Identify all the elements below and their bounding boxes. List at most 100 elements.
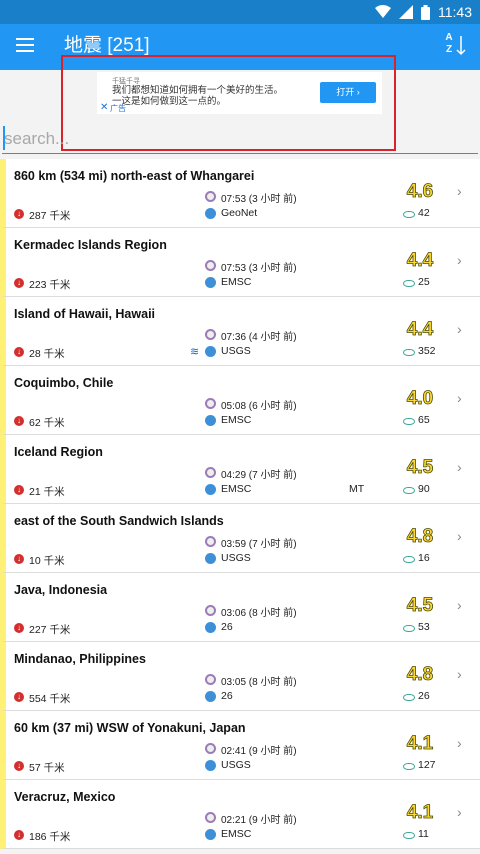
quake-magnitude: 4.0 — [406, 388, 434, 410]
arrow-down-icon — [456, 36, 466, 56]
globe-icon — [205, 277, 216, 288]
quake-time: 02:41 (9 小时 前) — [221, 746, 297, 757]
chevron-right-icon[interactable]: › — [457, 459, 462, 475]
quake-source: EMSC — [221, 483, 252, 495]
chevron-right-icon[interactable]: › — [457, 252, 462, 268]
chevron-right-icon[interactable]: › — [457, 666, 462, 682]
quake-depth: 57 千米 — [29, 762, 65, 774]
clock-icon — [205, 812, 216, 823]
globe-icon — [205, 484, 216, 495]
earthquake-row[interactable]: Java, Indonesia ↓ 227 千米 03:06 (8 小时 前) … — [0, 573, 480, 642]
chevron-right-icon[interactable]: › — [457, 183, 462, 199]
quake-source: 26 — [221, 690, 233, 702]
quake-time: 05:08 (6 小时 前) — [221, 401, 297, 412]
quake-depth: 227 千米 — [29, 624, 71, 636]
battery-icon — [421, 4, 430, 20]
earthquake-row[interactable]: east of the South Sandwich Islands ↓ 10 … — [0, 504, 480, 573]
search-bar — [0, 124, 480, 154]
signal-icon — [399, 5, 413, 19]
quake-location: Island of Hawaii, Hawaii — [14, 307, 156, 321]
quake-source: EMSC — [221, 828, 252, 840]
earthquake-row[interactable]: 60 km (37 mi) WSW of Yonakuni, Japan ↓ 5… — [0, 711, 480, 780]
earthquake-row[interactable]: Iceland Region ↓ 21 千米 04:29 (7 小时 前) EM… — [0, 435, 480, 504]
quake-views: 65 — [418, 414, 430, 426]
earthquake-row[interactable]: Kermadec Islands Region ↓ 223 千米 07:53 (… — [0, 228, 480, 297]
globe-icon — [205, 691, 216, 702]
chevron-right-icon[interactable]: › — [457, 597, 462, 613]
chevron-right-icon[interactable]: › — [457, 321, 462, 337]
eye-icon — [403, 349, 415, 356]
text-cursor — [3, 126, 5, 150]
eye-icon — [403, 763, 415, 770]
chevron-right-icon[interactable]: › — [457, 390, 462, 406]
quake-source: USGS — [221, 552, 251, 564]
quake-source: GeoNet — [221, 207, 258, 219]
ad-brand: 千猛千寻 — [112, 78, 140, 85]
quake-time: 07:36 (4 小时 前) — [221, 332, 297, 343]
quake-location: Java, Indonesia — [14, 583, 108, 597]
globe-icon — [205, 208, 216, 219]
depth-arrow-icon: ↓ — [14, 347, 24, 357]
globe-icon — [205, 622, 216, 633]
chevron-right-icon[interactable]: › — [457, 528, 462, 544]
chevron-right-icon[interactable]: › — [457, 735, 462, 751]
clock-icon — [205, 674, 216, 685]
earthquake-row[interactable]: Island of Hawaii, Hawaii ↓ 28 千米 07:36 (… — [0, 297, 480, 366]
quake-source: EMSC — [221, 414, 252, 426]
status-time: 11:43 — [438, 4, 472, 20]
quake-magnitude: 4.1 — [406, 733, 434, 755]
quake-views: 352 — [418, 345, 436, 357]
globe-icon — [205, 760, 216, 771]
quake-depth: 223 千米 — [29, 279, 71, 291]
quake-time: 03:06 (8 小时 前) — [221, 608, 297, 619]
earthquake-row[interactable]: Mindanao, Philippines ↓ 554 千米 03:05 (8 … — [0, 642, 480, 711]
depth-arrow-icon: ↓ — [14, 761, 24, 771]
quake-location: Iceland Region — [14, 445, 103, 459]
globe-icon — [205, 415, 216, 426]
depth-arrow-icon: ↓ — [14, 209, 24, 219]
depth-arrow-icon: ↓ — [14, 554, 24, 564]
depth-arrow-icon: ↓ — [14, 485, 24, 495]
depth-arrow-icon: ↓ — [14, 692, 24, 702]
clock-icon — [205, 743, 216, 754]
quake-magnitude: 4.8 — [406, 526, 434, 548]
clock-icon — [205, 605, 216, 616]
chevron-right-icon[interactable]: › — [457, 804, 462, 820]
quake-depth: 186 千米 — [29, 831, 71, 843]
quake-magnitude: 4.6 — [406, 181, 434, 203]
ad-open-button[interactable]: 打开 › — [320, 82, 376, 103]
search-input[interactable] — [2, 124, 478, 154]
earthquake-row[interactable]: Veracruz, Mexico ↓ 186 千米 02:21 (9 小时 前)… — [0, 780, 480, 849]
quake-time: 07:53 (3 小时 前) — [221, 194, 297, 205]
ad-close-icon[interactable]: ✕ — [100, 102, 109, 113]
quake-depth: 28 千米 — [29, 348, 65, 360]
quake-source: EMSC — [221, 276, 252, 288]
eye-icon — [403, 694, 415, 701]
globe-icon — [205, 553, 216, 564]
ad-banner[interactable]: 千猛千寻 我们都想知道如何拥有一个美好的生活。 一这是如何做到这一点的。 ✕ 广告… — [97, 72, 382, 114]
quake-time: 02:21 (9 小时 前) — [221, 815, 297, 826]
globe-icon — [205, 346, 216, 357]
quake-depth: 62 千米 — [29, 417, 65, 429]
quake-depth: 10 千米 — [29, 555, 65, 567]
eye-icon — [403, 280, 415, 287]
quake-location: Veracruz, Mexico — [14, 790, 116, 804]
tsunami-icon: ≋ — [190, 346, 200, 358]
menu-icon[interactable] — [16, 38, 34, 52]
earthquake-row[interactable]: 860 km (534 mi) north-east of Whangarei … — [0, 159, 480, 228]
depth-arrow-icon: ↓ — [14, 416, 24, 426]
quake-depth: 554 千米 — [29, 693, 71, 705]
eye-icon — [403, 556, 415, 563]
quake-magnitude: 4.8 — [406, 664, 434, 686]
quake-source: 26 — [221, 621, 233, 633]
globe-icon — [205, 829, 216, 840]
quake-time: 04:29 (7 小时 前) — [221, 470, 297, 481]
earthquake-row[interactable]: Coquimbo, Chile ↓ 62 千米 05:08 (6 小时 前) E… — [0, 366, 480, 435]
clock-icon — [205, 398, 216, 409]
quake-magnitude: 4.5 — [406, 595, 434, 617]
eye-icon — [403, 418, 415, 425]
eye-icon — [403, 487, 415, 494]
clock-icon — [205, 536, 216, 547]
